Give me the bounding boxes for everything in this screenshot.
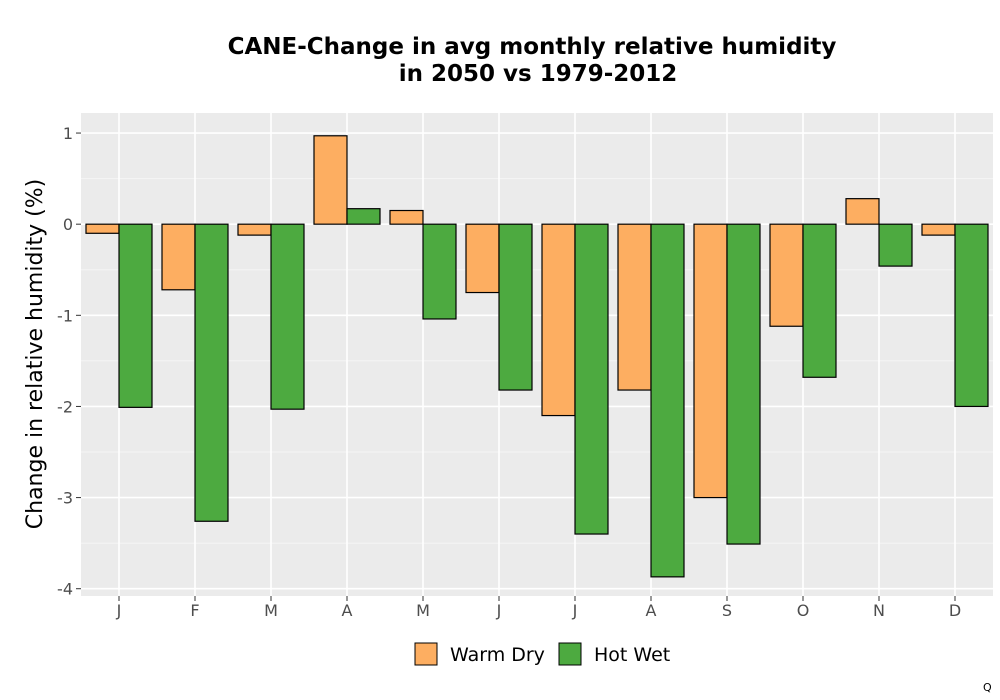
bar-hot-wet-4 (422, 223, 457, 320)
x-tick-label: D (949, 601, 961, 620)
x-tick-label: A (342, 601, 353, 620)
x-tick-label: J (572, 601, 578, 620)
x-tick-label: J (496, 601, 502, 620)
bar-warm-dry-0 (85, 223, 120, 234)
corner-mark: Q (983, 681, 992, 694)
y-tick-label: -1 (57, 306, 73, 325)
legend-label-warm-dry: Warm Dry (450, 644, 545, 666)
legend-key-warm-dry (414, 642, 438, 666)
bar-hot-wet-10 (878, 223, 913, 267)
x-tick-label: S (722, 601, 732, 620)
bar-warm-dry-11 (921, 223, 956, 236)
y-axis: 1 0 -1 -2 -3 -4 (57, 124, 81, 599)
y-tick-label: -3 (57, 489, 73, 508)
bar-hot-wet-0 (118, 223, 153, 408)
bar-hot-wet-6 (574, 223, 609, 535)
x-tick-label: N (873, 601, 885, 620)
y-tick-label: 0 (63, 215, 73, 234)
bar-hot-wet-7 (650, 223, 685, 578)
bar-hot-wet-8 (726, 223, 761, 545)
bar-warm-dry-3 (313, 135, 348, 225)
bar-hot-wet-11 (954, 223, 989, 408)
x-tick-label: M (264, 601, 278, 620)
plot-panel (81, 113, 993, 596)
bar-warm-dry-1 (161, 223, 196, 291)
bar-hot-wet-2 (270, 223, 305, 410)
bar-hot-wet-9 (802, 223, 837, 378)
y-tick-label: -4 (57, 580, 73, 599)
bar-warm-dry-8 (693, 223, 728, 499)
bar-warm-dry-9 (769, 223, 804, 327)
bar-warm-dry-2 (237, 223, 272, 236)
chart-title-line-1: CANE-Change in avg monthly relative humi… (228, 34, 837, 60)
bar-warm-dry-4 (389, 209, 424, 225)
bar-hot-wet-1 (194, 223, 229, 522)
chart-title-line-2: in 2050 vs 1979-2012 (399, 61, 678, 87)
minor-gridlines (81, 178, 993, 544)
bar-warm-dry-5 (465, 223, 500, 294)
bars (85, 135, 989, 578)
x-tick-label: O (797, 601, 810, 620)
legend-label-hot-wet: Hot Wet (594, 644, 670, 666)
bar-warm-dry-10 (845, 198, 880, 225)
y-tick-label: -2 (57, 397, 73, 416)
x-tick-label: A (646, 601, 657, 620)
bar-warm-dry-6 (541, 223, 576, 417)
x-tick-label: M (416, 601, 430, 620)
x-tick-label: F (190, 601, 199, 620)
bar-warm-dry-7 (617, 223, 652, 391)
x-tick-label: J (116, 601, 122, 620)
y-axis-label: Change in relative humidity (%) (23, 179, 48, 529)
bar-hot-wet-5 (498, 223, 533, 391)
legend: Warm Dry Hot Wet (414, 642, 670, 666)
bar-hot-wet-3 (346, 208, 381, 225)
legend-key-hot-wet (558, 642, 582, 666)
y-tick-label: 1 (63, 124, 73, 143)
